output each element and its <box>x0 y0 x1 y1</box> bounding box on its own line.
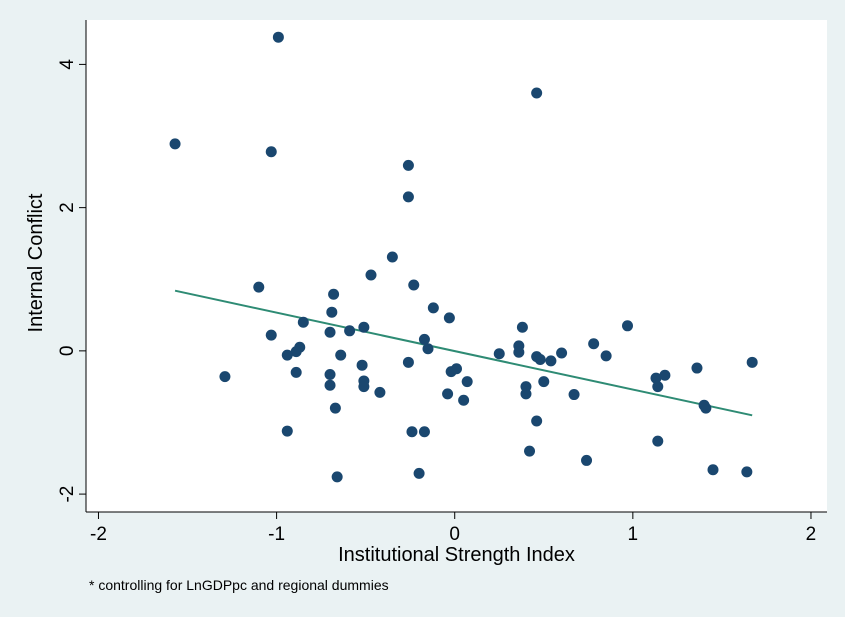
x-axis-title: Institutional Strength Index <box>338 544 575 566</box>
y-tick-label: 2 <box>57 202 78 213</box>
x-tick-label: 0 <box>449 524 460 545</box>
data-point <box>451 363 462 375</box>
data-point <box>408 279 420 291</box>
data-point <box>622 320 633 332</box>
data-point <box>326 306 338 318</box>
y-axis-title: Internal Conflict <box>25 193 47 332</box>
chart-note: * controlling for LnGDPpc and regional d… <box>89 577 389 593</box>
data-point <box>520 388 532 400</box>
data-point <box>272 31 284 43</box>
data-point <box>741 466 753 478</box>
data-point <box>652 435 664 447</box>
data-point <box>545 355 557 367</box>
data-point <box>531 415 543 427</box>
data-point <box>402 191 414 203</box>
data-point <box>281 349 293 361</box>
data-point <box>691 362 703 374</box>
data-point <box>169 138 181 150</box>
data-point <box>402 159 414 171</box>
data-point <box>588 338 600 350</box>
data-point <box>700 402 712 414</box>
y-tick-label: 4 <box>57 59 78 70</box>
plot-area <box>86 20 827 512</box>
data-point <box>442 388 454 400</box>
data-point <box>418 333 430 345</box>
data-point <box>402 356 414 368</box>
data-point <box>538 376 550 388</box>
data-point <box>650 372 662 384</box>
y-axis: -2 0 2 4 <box>57 20 87 512</box>
data-point <box>324 326 336 338</box>
data-point <box>406 426 418 438</box>
data-point <box>707 464 719 476</box>
data-point <box>568 389 580 401</box>
data-point <box>365 269 377 281</box>
data-point <box>328 288 340 300</box>
data-point <box>418 426 430 438</box>
fit-line-group <box>174 289 753 417</box>
data-point <box>265 146 277 158</box>
data-point <box>493 348 505 360</box>
data-point <box>324 368 336 380</box>
data-point <box>531 87 543 99</box>
data-point <box>297 316 309 328</box>
data-point <box>290 346 302 358</box>
data-point <box>386 251 398 263</box>
x-tick-label: 2 <box>806 524 817 545</box>
data-point <box>374 386 386 398</box>
data-point <box>443 312 455 324</box>
data-point <box>513 346 525 358</box>
data-point <box>335 349 347 361</box>
data-point <box>556 347 568 359</box>
data-point <box>331 471 343 483</box>
data-point <box>458 394 470 406</box>
data-point <box>358 321 370 333</box>
y-tick-label: 0 <box>57 346 78 357</box>
x-tick-label: 1 <box>628 524 639 545</box>
data-point <box>329 402 341 414</box>
data-point <box>659 369 671 381</box>
data-point <box>516 321 528 333</box>
x-axis: -2 -1 0 1 2 <box>86 511 827 545</box>
data-point <box>344 325 356 337</box>
data-point <box>290 366 302 378</box>
data-point <box>524 445 536 457</box>
data-point <box>253 281 265 293</box>
data-point <box>600 350 612 362</box>
data-point <box>427 302 439 314</box>
fit-line <box>174 289 753 417</box>
data-point <box>324 379 336 391</box>
data-point <box>652 381 664 393</box>
data-point <box>413 467 425 479</box>
data-point <box>281 425 293 437</box>
data-point <box>534 353 546 365</box>
data-point <box>461 376 473 388</box>
y-tick-label: -2 <box>57 486 78 503</box>
x-tick-label: -1 <box>268 524 285 545</box>
data-point <box>581 454 593 466</box>
data-point <box>219 371 231 383</box>
data-point <box>422 343 434 355</box>
data-point <box>746 356 758 368</box>
data-point <box>358 381 370 393</box>
data-point <box>265 329 277 341</box>
data-point <box>356 359 368 371</box>
x-tick-label: -2 <box>90 524 107 545</box>
data-points <box>169 31 758 483</box>
